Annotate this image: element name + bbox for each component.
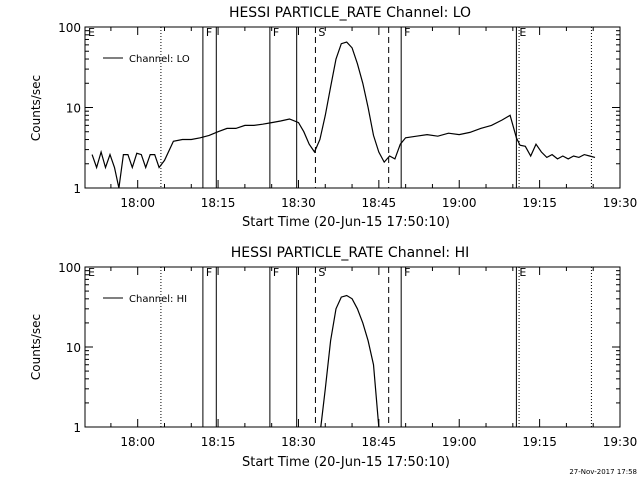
hi-legend-label: Channel: HI	[129, 294, 187, 305]
lo-chart-title: HESSI PARTICLE_RATE Channel: LO	[229, 5, 471, 21]
lo-channel-panel: HESSI PARTICLE_RATE Channel: LO Counts/s…	[29, 5, 637, 230]
lo-x-tick-label: 18:00	[120, 196, 155, 210]
hi-marker-label: F	[273, 266, 279, 279]
lo-y-tick-label: 100	[58, 21, 81, 35]
hi-x-tick-label: 19:15	[522, 435, 557, 449]
hi-y-tick-label: 100	[58, 261, 81, 275]
lo-y-tick-label: 10	[66, 102, 81, 116]
lo-x-tick-label: 19:15	[522, 196, 557, 210]
hi-y-tick-label: 1	[73, 421, 81, 435]
lo-y-axis-label: Counts/sec	[29, 75, 43, 141]
hi-marker-label: F	[404, 266, 410, 279]
lo-x-tick-label: 19:00	[442, 196, 477, 210]
hi-x-tick-label: 18:45	[362, 435, 397, 449]
hi-x-axis-label: Start Time (20-Jun-15 17:50:10)	[242, 455, 450, 470]
hi-chart-title: HESSI PARTICLE_RATE Channel: HI	[231, 245, 469, 261]
lo-marker-label: E	[88, 26, 95, 39]
lo-y-tick-label: 1	[73, 182, 81, 196]
lo-x-tick-label: 19:30	[603, 196, 638, 210]
lo-marker-label: E	[519, 26, 526, 39]
lo-x-axis-label: Start Time (20-Jun-15 17:50:10)	[242, 215, 450, 230]
hi-x-tick-label: 18:30	[281, 435, 316, 449]
hi-marker-label: E	[88, 266, 95, 279]
lo-series-line	[91, 41, 596, 189]
hi-channel-panel: HESSI PARTICLE_RATE Channel: HI Counts/s…	[29, 245, 637, 470]
lo-plot-frame	[84, 26, 621, 189]
lo-marker-label: F	[206, 26, 212, 39]
hi-y-axis-label: Counts/sec	[29, 314, 43, 380]
hi-x-tick-label: 18:15	[201, 435, 236, 449]
hi-marker-label: E	[519, 266, 526, 279]
hi-plot-frame	[84, 266, 621, 428]
lo-x-tick-label: 18:45	[362, 196, 397, 210]
lo-legend-label: Channel: LO	[129, 54, 190, 65]
lo-x-tick-label: 18:30	[281, 196, 316, 210]
hi-marker-label: F	[206, 266, 212, 279]
hi-series-line	[320, 294, 380, 428]
lo-legend: Channel: LO	[103, 54, 190, 65]
hi-marker-label: S	[318, 266, 325, 279]
footer-timestamp: 27-Nov-2017 17:58	[569, 468, 637, 476]
lo-marker-label: F	[273, 26, 279, 39]
hi-y-tick-label: 10	[66, 341, 81, 355]
lo-marker-label: F	[404, 26, 410, 39]
lo-x-tick-label: 18:15	[201, 196, 236, 210]
hi-legend: Channel: HI	[103, 294, 187, 305]
hi-x-tick-label: 19:30	[603, 435, 638, 449]
hi-x-tick-label: 18:00	[120, 435, 155, 449]
lo-marker-label: S	[318, 26, 325, 39]
hi-x-tick-label: 19:00	[442, 435, 477, 449]
